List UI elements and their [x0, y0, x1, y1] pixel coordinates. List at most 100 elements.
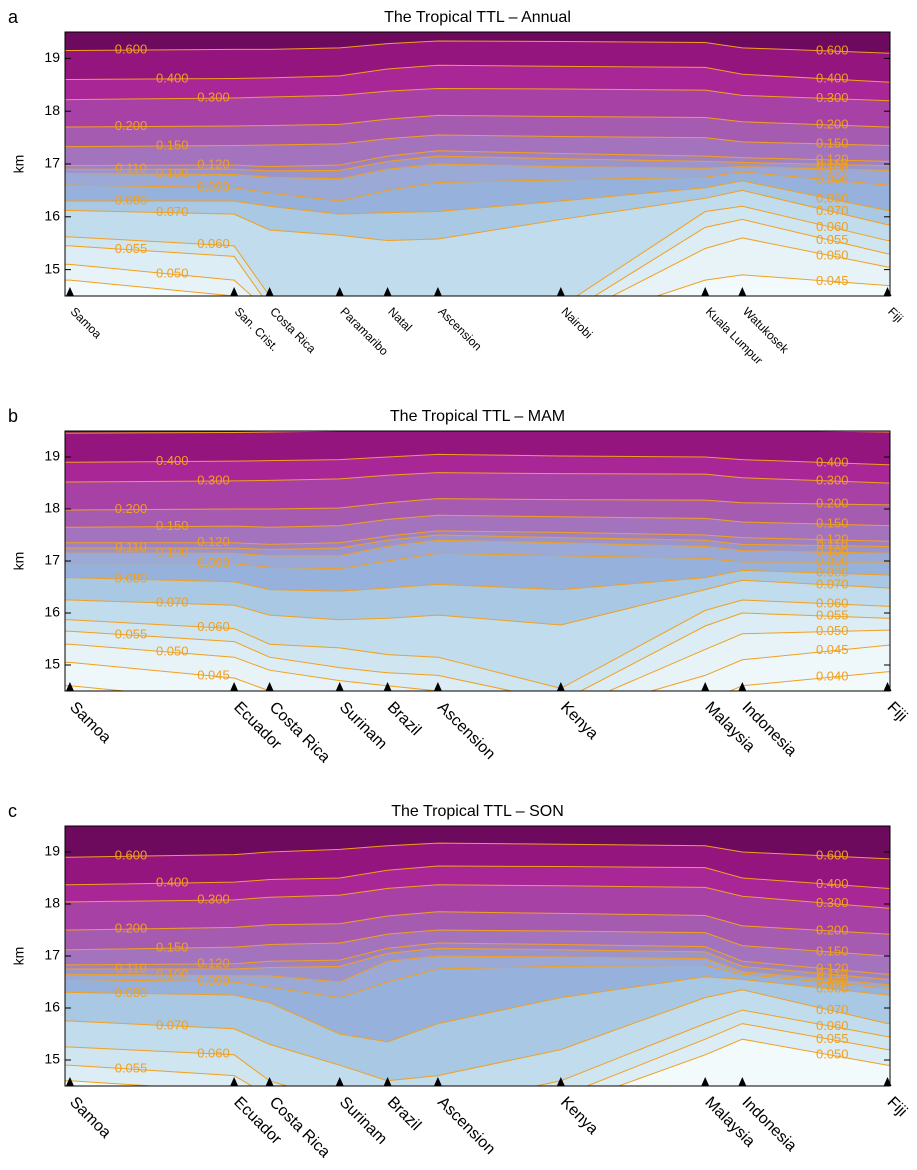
- panel-letter: c: [8, 801, 17, 821]
- contour-line: [65, 472, 890, 484]
- contour-label: 0.060: [816, 219, 849, 234]
- station-marker: [383, 1077, 392, 1086]
- contour-label: 0.055: [816, 232, 849, 247]
- y-tick-label: 17: [44, 947, 60, 963]
- contour-label: 0.050: [816, 247, 849, 262]
- station-label: Samoa: [66, 699, 114, 747]
- contour-label: 0.045: [197, 667, 230, 682]
- contour-line: [65, 163, 890, 180]
- y-tick-label: 18: [44, 102, 60, 118]
- contour-line: [65, 644, 890, 691]
- contour-line: [65, 453, 890, 466]
- contour-label: 0.090: [197, 973, 230, 988]
- contour-label: 0.100: [816, 544, 849, 559]
- station-marker: [701, 682, 710, 691]
- contour-label: 0.400: [156, 875, 189, 890]
- contour-label: 0.150: [816, 943, 849, 958]
- station-marker: [433, 287, 442, 296]
- contour-line: [65, 569, 890, 592]
- contour-label: 0.100: [156, 967, 189, 982]
- station-label: Fiji: [884, 699, 910, 725]
- station-marker: [883, 1077, 892, 1086]
- contour-line: [65, 134, 890, 148]
- contour-label: 0.120: [197, 955, 230, 970]
- contour-line: [65, 629, 890, 691]
- station-marker: [383, 287, 392, 296]
- contour-line: [65, 865, 890, 889]
- station-label: Ascension: [434, 699, 498, 763]
- contour-label: 0.400: [156, 453, 189, 468]
- contour-label: 0.300: [197, 472, 230, 487]
- contour-line: [65, 237, 890, 296]
- contour-label: 0.200: [816, 116, 849, 131]
- contour-label: 0.150: [156, 137, 189, 152]
- contour-label: 0.150: [156, 940, 189, 955]
- station-marker: [65, 682, 74, 691]
- contour-label: 0.050: [156, 266, 189, 281]
- contour-line: [65, 530, 890, 545]
- y-tick-label: 18: [44, 500, 60, 516]
- contour-label: 0.080: [816, 565, 849, 580]
- contour-label: 0.055: [816, 608, 849, 623]
- contour-label: 0.120: [816, 531, 849, 546]
- chart-title: The Tropical TTL – SON: [391, 803, 564, 820]
- contour-label: 0.300: [816, 90, 849, 105]
- contour-label: 0.100: [816, 971, 849, 986]
- y-tick-label: 19: [44, 49, 60, 65]
- plot-area: 0.600 0.600 0.400 0.400 0.300 0.300 0.200 0.200…: [65, 826, 890, 1086]
- station-marker: [701, 1077, 710, 1086]
- contour-label: 0.120: [816, 151, 849, 166]
- station-label: Fiji: [885, 304, 906, 325]
- y-tick-label: 17: [44, 155, 60, 171]
- station-marker: [883, 682, 892, 691]
- contour-line: [65, 599, 890, 689]
- station-label: Brazil: [384, 699, 424, 739]
- contour-label: 0.120: [197, 157, 230, 172]
- contour-label: 0.100: [156, 166, 189, 181]
- station-marker: [65, 287, 74, 296]
- contour-label: 0.100: [156, 545, 189, 560]
- contour-label: 0.150: [816, 516, 849, 531]
- station-marker: [383, 682, 392, 691]
- contour-label: 0.080: [816, 980, 849, 995]
- contour-line: [65, 274, 890, 296]
- y-tick-label: 15: [44, 260, 60, 276]
- contour-line: [65, 534, 890, 551]
- contour-label: 0.400: [816, 454, 849, 469]
- plot-area: 0.600 0.600 0.400 0.400 0.300 0.300 0.200 0.200…: [65, 32, 890, 296]
- contour-fill: [65, 826, 890, 859]
- contour-label: 0.110: [816, 537, 848, 552]
- contour-label: 0.090: [816, 553, 849, 568]
- contour-label: 0.110: [115, 960, 147, 975]
- station-marker: [335, 1077, 344, 1086]
- contour-label: 0.055: [115, 627, 148, 642]
- contour-label: 0.080: [115, 571, 148, 586]
- contour-label: 0.600: [115, 42, 148, 57]
- contour-line: [65, 579, 890, 626]
- contour-label: 0.150: [156, 518, 189, 533]
- contour-line: [65, 114, 890, 128]
- contour-label: 0.110: [115, 161, 147, 176]
- contour-line: [65, 180, 890, 215]
- station-label: Kenya: [557, 1094, 601, 1138]
- y-tick-label: 16: [44, 604, 60, 620]
- y-tick-label: 18: [44, 895, 60, 911]
- contour-line: [65, 498, 890, 511]
- contour-line: [65, 218, 890, 296]
- contour-label: 0.080: [115, 985, 148, 1000]
- contour-line: [65, 205, 890, 296]
- contour-label: 0.200: [816, 495, 849, 510]
- contour-line: [65, 976, 890, 1043]
- contour-line: [65, 155, 890, 172]
- contour-label: 0.110: [816, 966, 848, 981]
- contour-label: 0.300: [197, 892, 230, 907]
- station-marker: [738, 1077, 747, 1086]
- contour-line: [65, 552, 890, 570]
- contour-line: [65, 1038, 890, 1086]
- contour-line: [65, 964, 890, 999]
- contour-line: [65, 87, 890, 102]
- contour-label: 0.060: [197, 619, 230, 634]
- contour-label: 0.050: [816, 1047, 849, 1062]
- station-marker: [265, 682, 274, 691]
- panel-letter: b: [8, 406, 18, 426]
